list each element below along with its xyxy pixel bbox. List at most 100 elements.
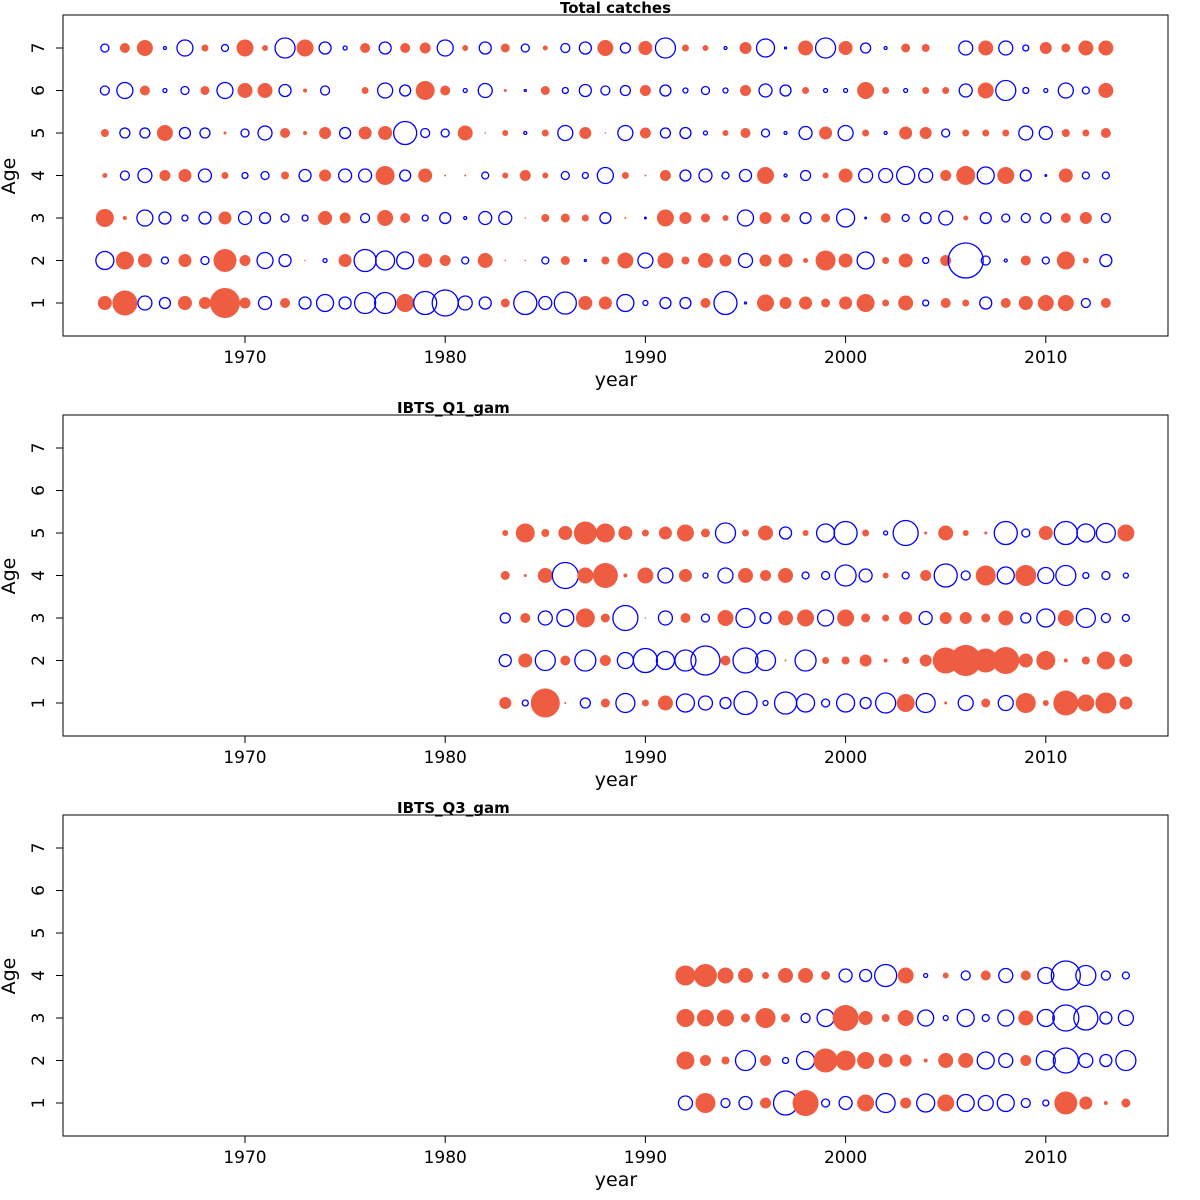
bubble-negative <box>875 1092 896 1114</box>
bubble-negative <box>616 651 635 670</box>
bubble-positive <box>992 647 1020 674</box>
bubble-positive <box>695 1093 716 1113</box>
bubble-positive <box>838 253 853 268</box>
x-tick-label: 2010 <box>1024 748 1067 768</box>
bubble-positive <box>757 294 775 312</box>
bubble-positive <box>201 44 209 52</box>
bubble-positive <box>882 87 890 94</box>
bubble-negative <box>882 530 889 536</box>
bubble-positive <box>978 40 994 56</box>
bubble-positive <box>221 172 229 179</box>
bubble-positive <box>760 1097 772 1109</box>
bubble-negative <box>1121 971 1131 980</box>
bubble-positive <box>998 610 1014 626</box>
bubble-positive <box>693 964 717 987</box>
bubble-negative <box>538 295 553 311</box>
bubble-negative <box>979 211 992 225</box>
bubble-positive <box>637 567 654 584</box>
bubble-negative <box>1076 523 1096 543</box>
bubble-negative <box>679 169 692 182</box>
bubble-positive <box>956 166 976 185</box>
y-tick-label: 5 <box>29 928 49 939</box>
bubble-negative <box>180 85 190 96</box>
bubble-negative <box>1036 608 1056 628</box>
bubble-positive <box>1015 565 1037 586</box>
bubble-positive <box>755 1008 776 1028</box>
bubble-negative <box>1099 1053 1113 1068</box>
bubble-negative <box>619 84 632 97</box>
bubble-positive <box>281 171 290 180</box>
bubble-positive <box>757 167 775 184</box>
bubble-negative <box>915 692 936 714</box>
bubble-positive <box>681 256 690 265</box>
bubble-negative <box>278 253 292 268</box>
bubble-positive <box>444 174 447 177</box>
bubble-positive <box>897 1010 914 1026</box>
y-tick-label: 1 <box>29 698 49 709</box>
bubble-negative <box>738 168 753 183</box>
panel-title: IBTS_Q1_gam <box>397 399 510 417</box>
bubble-negative <box>560 42 571 54</box>
bubble-negative <box>560 170 570 181</box>
bubble-negative <box>901 213 910 223</box>
bubble-positive <box>676 1009 695 1027</box>
bubble-positive <box>484 132 487 134</box>
bubble-negative <box>993 520 1018 546</box>
bubble-negative <box>873 963 898 988</box>
bubble-negative <box>722 87 729 94</box>
bubble-positive <box>841 656 850 665</box>
bubble-positive <box>621 172 629 179</box>
bubble-negative <box>1099 1011 1113 1025</box>
panel-1: Total catches 1970 1980 1990 2000 2010 year 1 2 3… <box>0 0 1169 391</box>
bubble-negative <box>918 610 933 626</box>
bubble-positive <box>97 296 112 310</box>
y-tick-label: 3 <box>29 213 49 224</box>
bubble-positive <box>923 1058 928 1063</box>
bubble-negative <box>754 649 777 672</box>
bubble-negative <box>998 1052 1014 1069</box>
bubble-positive <box>813 1048 838 1073</box>
bubble-negative <box>941 128 951 138</box>
bubble-positive <box>857 82 875 99</box>
bubble-positive <box>1103 1101 1108 1105</box>
bubble-negative <box>713 290 738 316</box>
bubble-positive <box>418 253 433 268</box>
bubble-negative <box>357 168 373 183</box>
bubble-negative <box>537 610 553 626</box>
bubble-negative <box>337 168 353 183</box>
bubble-negative <box>835 208 856 228</box>
bubble-negative <box>996 566 1015 585</box>
bubble-positive <box>822 657 830 664</box>
bubble-negative <box>556 608 575 628</box>
bubble-negative <box>856 251 875 270</box>
y-tick-label: 3 <box>29 613 49 624</box>
bubble-negative <box>923 972 929 979</box>
bubble-negative <box>896 165 916 186</box>
bubble-negative <box>679 126 692 140</box>
bubble-positive <box>1117 524 1135 542</box>
bubble-positive <box>575 608 595 628</box>
bubble-positive <box>938 1053 954 1068</box>
bubble-positive <box>716 1009 734 1027</box>
bubble-negative <box>322 257 328 264</box>
bubble-negative <box>834 564 857 587</box>
bubble-negative <box>162 45 168 51</box>
bubble-positive <box>502 530 509 536</box>
bubble-positive <box>1079 1096 1093 1110</box>
bubble-negative <box>1035 1050 1056 1071</box>
bubble-negative <box>318 41 332 55</box>
bubble-negative <box>256 251 274 270</box>
bubble-positive <box>1020 970 1031 981</box>
bubble-positive <box>338 254 352 267</box>
bubble-positive <box>1000 298 1011 308</box>
bubble-positive <box>675 965 696 986</box>
y-axis-label: Age <box>0 558 20 595</box>
bubble-negative <box>1037 966 1055 985</box>
bubble-negative <box>981 1013 990 1023</box>
bubble-negative <box>551 561 579 590</box>
bubble-positive <box>1121 1098 1131 1108</box>
bubble-positive <box>940 170 952 181</box>
bubble-negative <box>995 79 1017 102</box>
bubble-negative <box>393 120 418 146</box>
bubble-negative <box>816 609 835 627</box>
